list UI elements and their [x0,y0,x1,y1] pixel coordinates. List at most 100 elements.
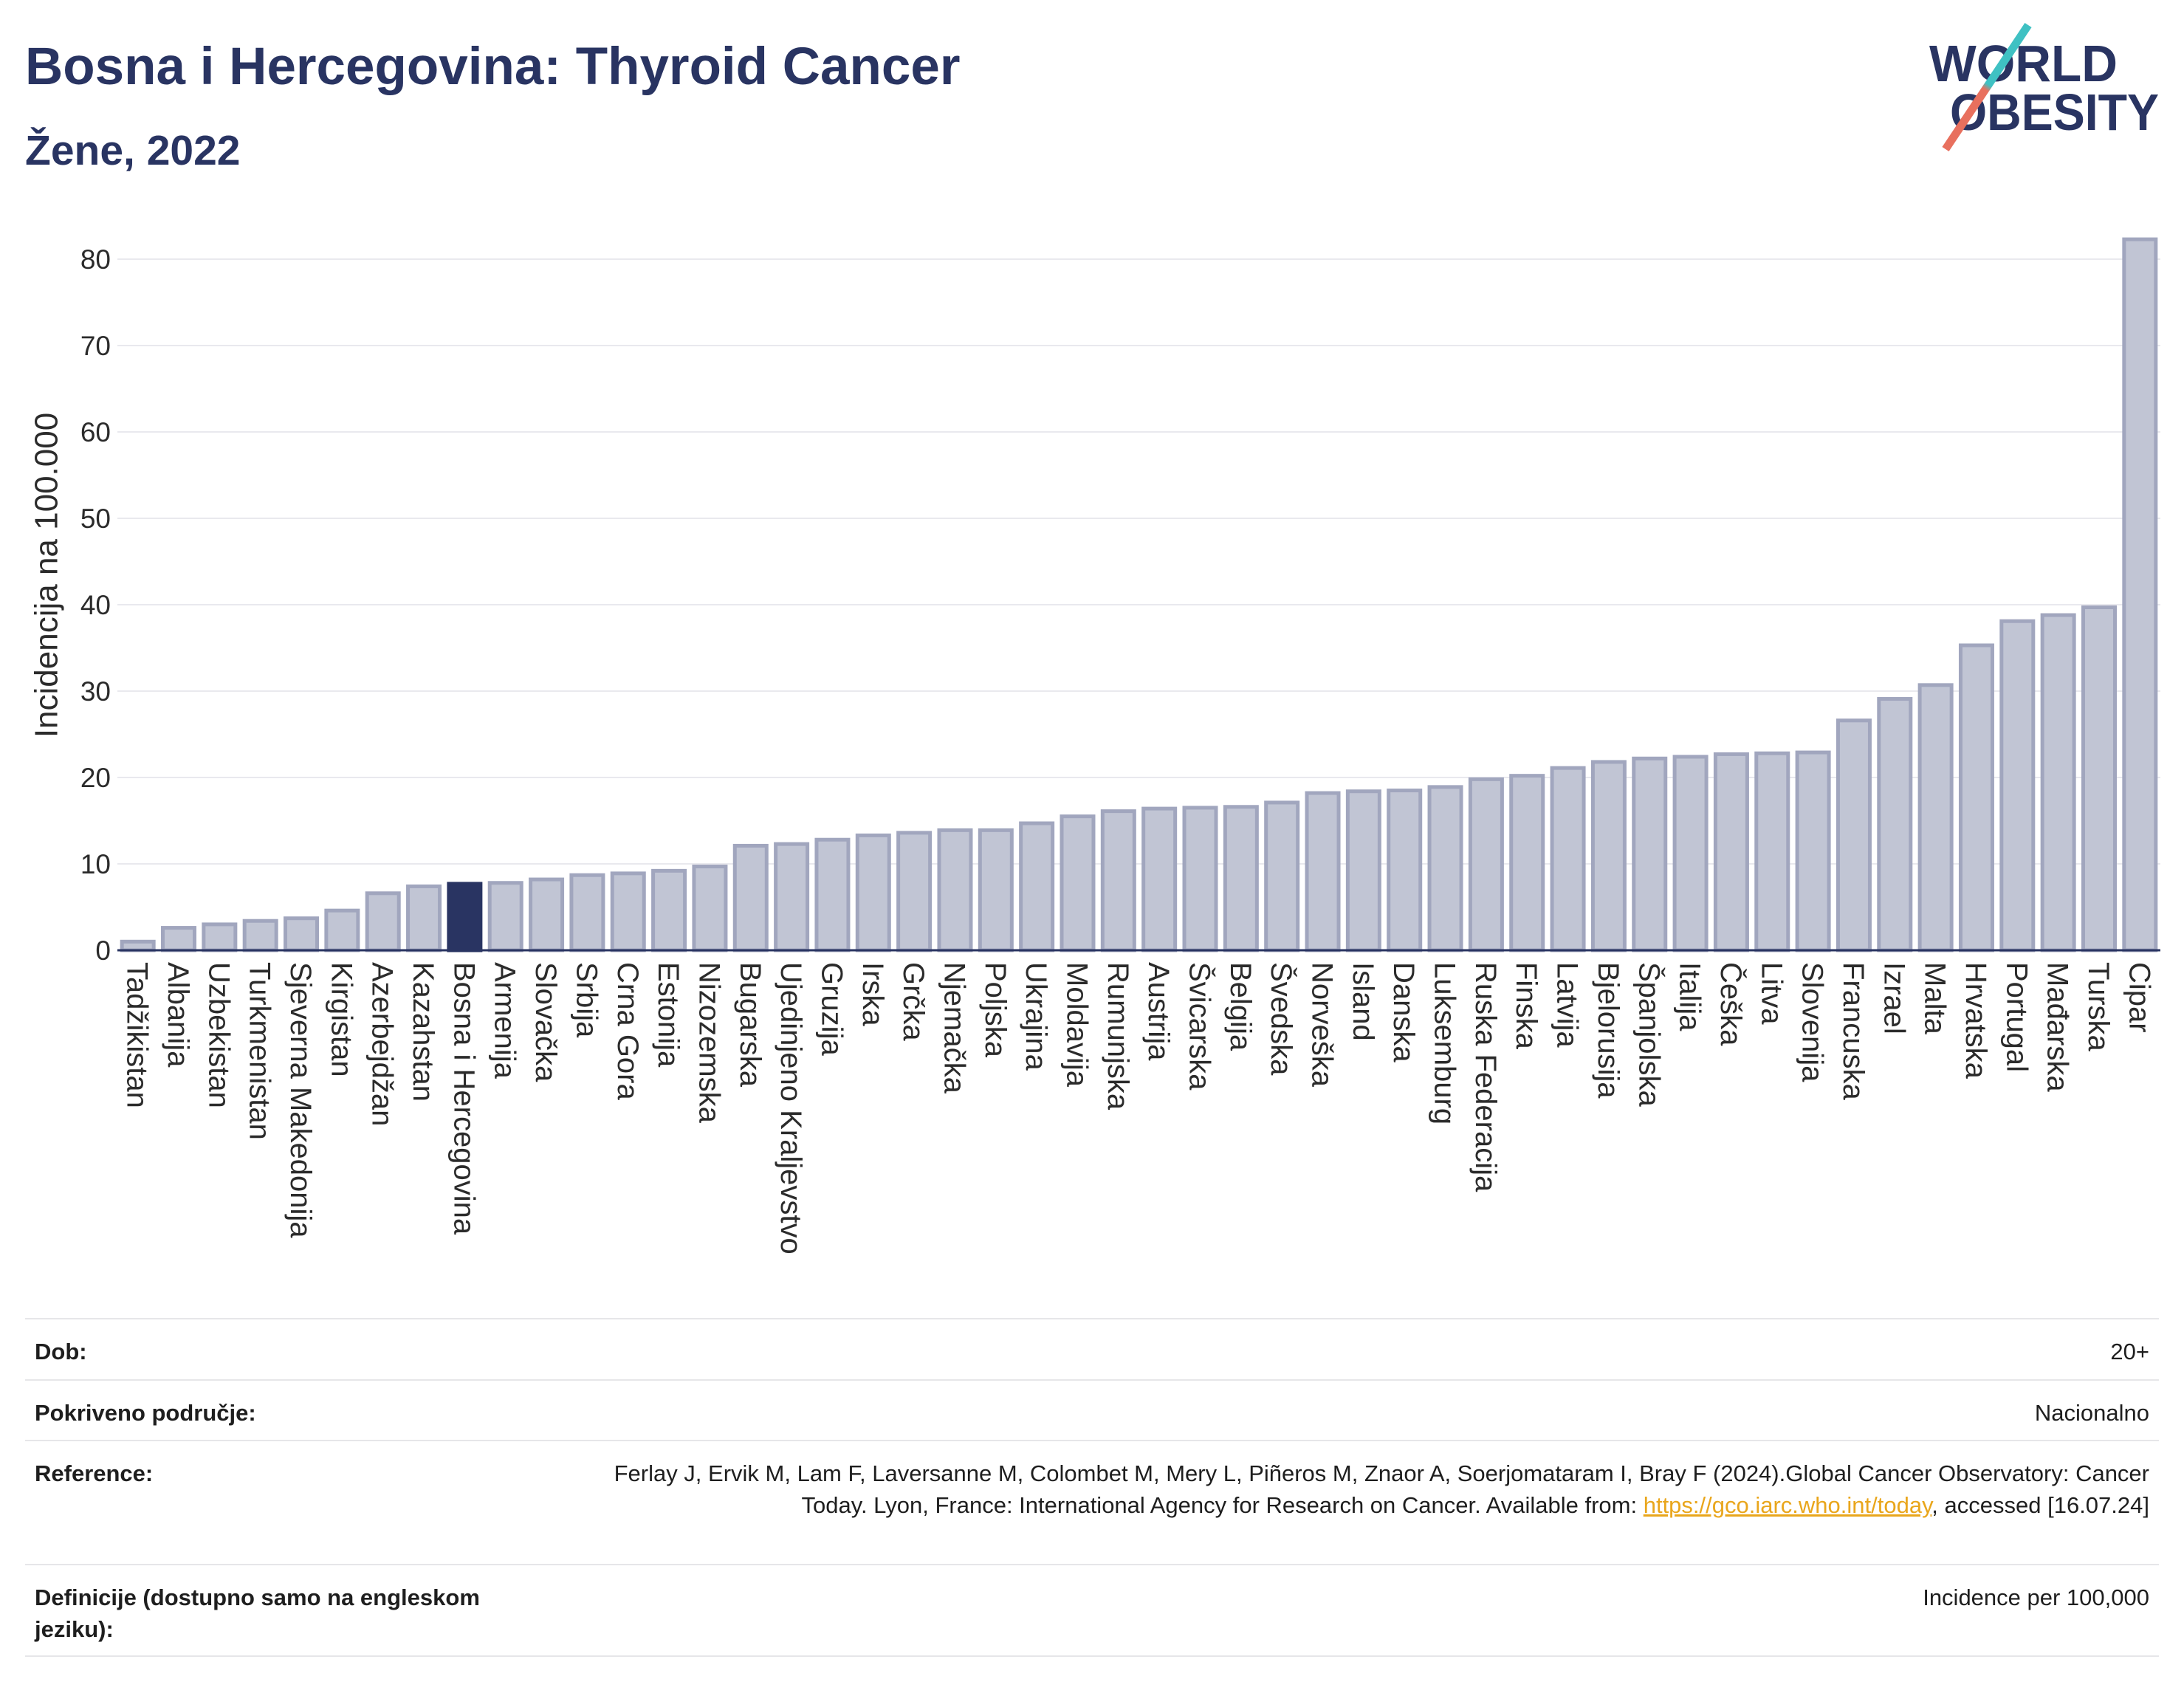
bar-madarska [2040,613,2076,952]
y-tick-label-30: 30 [80,676,111,707]
bar-gruzija [814,837,851,952]
x-tick-label-svedska: Švedska [1265,962,1298,1076]
bar-malta [1917,683,1954,952]
bar-izrael [1877,697,1913,952]
x-tick-label-spanjolska: Španjolska [1632,962,1666,1107]
info-value-reference: Ferlay J, Ervik M, Lam F, Laversanne M, … [552,1458,2149,1564]
x-tick-label-estonija: Estonija [652,962,684,1068]
x-tick-label-bjelorusija: Bjelorusija [1592,962,1624,1099]
reference-text: Ferlay J, Ervik M, Lam F, Laversanne M, … [591,1458,2149,1521]
x-tick-label-njemacka: Njemačka [938,962,970,1094]
bar-danska [1387,789,1423,952]
bar-ruska-federacija [1468,777,1504,952]
bar-italija [1672,755,1709,952]
x-tick-label-nizozemska: Nizozemska [693,962,725,1124]
chart-title: Bosna i Hercegovina: Thyroid Cancer [25,38,961,96]
x-tick-label-finska: Finska [1510,962,1542,1050]
x-tick-label-irska: Irska [856,962,889,1026]
x-tick-label-izrael: Izrael [1878,962,1910,1034]
y-tick-label-40: 40 [80,590,111,620]
bar-litva [1754,751,1790,952]
bar-ceska [1713,752,1749,952]
x-tick-label-island: Island [1347,962,1379,1041]
logo-slash-icon [1942,22,2032,152]
bar-srbija [569,873,605,952]
x-tick-label-turkmenistan: Turkmenistan [244,962,276,1140]
x-tick-label-ujedinjeno-kraljevstvo: Ujedinjeno Kraljevstvo [775,962,807,1254]
y-tick-label-20: 20 [80,763,111,793]
bar-irska [855,833,891,952]
x-tick-label-turska: Turska [2082,962,2115,1052]
x-tick-label-malta: Malta [1919,962,1951,1035]
x-tick-label-belgija: Belgija [1224,962,1257,1051]
x-tick-label-crna-gora: Crna Gora [611,962,644,1100]
y-tick-label-80: 80 [80,244,111,275]
bar-norveska [1305,791,1341,952]
bar-ujedinjeno-kraljevstvo [774,842,810,952]
bar-turska [2081,605,2117,952]
bar-rumunjska [1100,809,1136,952]
reference-link[interactable]: https://gco.iarc.who.int/today [1643,1492,1932,1518]
bar-belgija [1223,805,1259,952]
x-tick-label-poljska: Poljska [979,962,1012,1058]
x-tick-label-litva: Litva [1755,962,1788,1025]
x-tick-label-ruska-federacija: Ruska Federacija [1469,962,1502,1192]
gridlines [117,258,2160,865]
bar-svicarska [1182,806,1218,952]
bar-island [1345,789,1381,952]
info-row-age: Dob: 20+ [25,1319,2159,1381]
bar-armenija [487,881,523,952]
bar-latvija [1550,766,1586,952]
x-tick-label-danska: Danska [1387,962,1420,1062]
bar-turkmenistan [242,919,278,952]
bar-bjelorusija [1590,760,1627,952]
info-row-definitions: Definicije (dostupno samo na engleskom j… [25,1565,2159,1657]
x-tick-label-slovacka: Slovačka [529,962,562,1082]
reference-accessed: , accessed [16.07.24] [1931,1492,2149,1518]
info-label-age: Dob: [35,1339,87,1364]
y-tick-label-60: 60 [80,417,111,447]
y-tick-label-70: 70 [80,331,111,361]
x-tick-label-italija: Italija [1674,962,1706,1031]
info-label-reference: Reference: [35,1460,154,1486]
bar-chart: 0 10 20 30 40 50 60 70 80 Tadžikistan Albanija Uzb… [28,237,2160,1254]
bar-crna-gora [610,871,646,952]
y-axis-title: Incidencija na 100.000 [28,413,64,738]
x-tick-label-grcka: Grčka [897,962,930,1041]
x-tick-label-cipar: Cipar [2123,962,2155,1033]
bar-grcka [896,831,933,952]
x-tick-label-ceska: Češka [1714,962,1748,1046]
info-table: Dob: 20+ Pokriveno područje: Nacionalno … [25,1318,2159,1657]
bar-bugarska [732,843,769,952]
y-tick-label-50: 50 [80,504,111,534]
bar-svedska [1264,800,1300,952]
x-tick-label-armenija: Armenija [489,962,521,1079]
bar-kirgistan [324,908,360,952]
y-tick-label-10: 10 [80,849,111,879]
x-tick-label-bosna-i-hercegovina: Bosna i Hercegovina [447,962,480,1235]
x-tick-label-luksemburg: Luksemburg [1429,962,1461,1125]
bar-estonija [651,868,687,952]
bar-nizozemska [692,865,728,952]
bar-portugal [1999,619,2036,952]
x-tick-label-bugarska: Bugarska [734,962,766,1088]
bar-poljska [978,828,1014,952]
bar-azerbejdzan [365,891,401,952]
world-obesity-logo: WORLD OBESITY [1929,22,2159,152]
x-tick-label-tadzikistan: Tadžikistan [121,962,154,1108]
info-row-reference: Reference: Ferlay J, Ervik M, Lam F, Lav… [25,1441,2159,1565]
x-tick-label-kirgistan: Kirgistan [325,962,357,1077]
x-tick-label-svicarska: Švicarska [1184,962,1217,1091]
bar-hrvatska [1958,643,1994,952]
x-tick-label-francuska: Francuska [1837,962,1869,1100]
x-tick-label-austrija: Austrija [1142,962,1175,1061]
info-value-age: 20+ [2110,1339,2149,1364]
x-tick-label-azerbejdzan: Azerbejdžan [366,962,399,1126]
x-tick-label-madarska: Mađarska [2042,962,2074,1092]
x-tick-label-albanija: Albanija [162,962,194,1068]
bar-kazahstan [406,884,442,952]
x-tick-label-portugal: Portugal [2000,962,2033,1072]
bar-austrija [1141,806,1178,952]
info-label-definitions: Definicije (dostupno samo na engleskom j… [35,1585,480,1642]
bar-sjeverna-makedonija [284,916,320,952]
